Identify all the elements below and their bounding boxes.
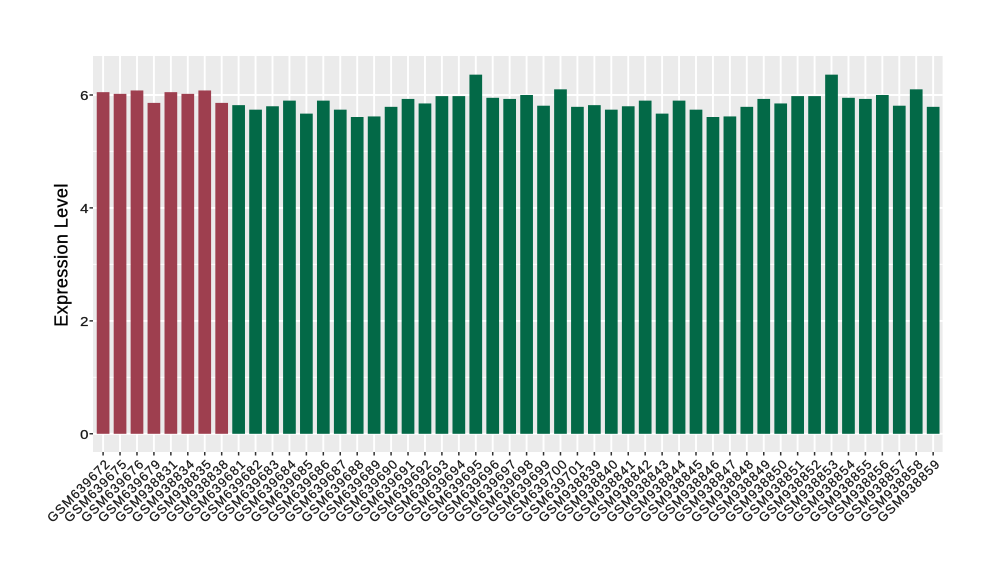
svg-text:6: 6 — [80, 88, 88, 103]
svg-text:0: 0 — [80, 427, 88, 442]
svg-text:2: 2 — [80, 314, 88, 329]
svg-text:4: 4 — [80, 201, 88, 216]
svg-text:Expression Level: Expression Level — [52, 183, 72, 326]
